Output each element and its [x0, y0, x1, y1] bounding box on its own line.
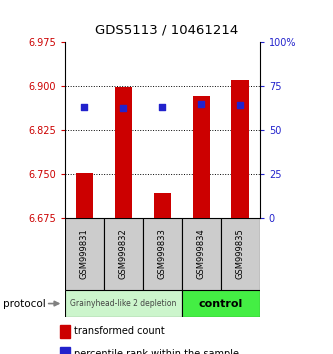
Text: percentile rank within the sample: percentile rank within the sample — [74, 349, 239, 354]
Bar — [115, 87, 132, 218]
Text: GSM999835: GSM999835 — [236, 229, 245, 279]
Point — [121, 105, 126, 111]
Text: Grainyhead-like 2 depletion: Grainyhead-like 2 depletion — [70, 299, 176, 308]
Text: GSM999834: GSM999834 — [197, 229, 206, 279]
Bar — [104, 218, 143, 290]
Point — [160, 104, 165, 110]
Text: GSM999832: GSM999832 — [119, 229, 128, 279]
Bar — [182, 290, 260, 317]
Bar — [182, 218, 221, 290]
Bar — [143, 218, 182, 290]
Point — [198, 102, 204, 107]
Text: GSM999833: GSM999833 — [158, 229, 167, 279]
Text: control: control — [199, 298, 243, 309]
Point — [238, 102, 243, 108]
Bar — [192, 96, 210, 218]
Point — [82, 104, 87, 109]
Bar — [65, 218, 104, 290]
Text: GSM999831: GSM999831 — [80, 229, 89, 279]
Bar — [76, 173, 93, 218]
Bar — [60, 347, 70, 354]
Bar — [154, 193, 171, 218]
Text: GDS5113 / 10461214: GDS5113 / 10461214 — [95, 23, 238, 36]
Text: protocol: protocol — [3, 298, 46, 309]
Text: transformed count: transformed count — [74, 326, 165, 337]
Bar — [231, 80, 249, 218]
Bar — [221, 218, 260, 290]
Bar — [65, 290, 182, 317]
Bar — [60, 325, 70, 338]
